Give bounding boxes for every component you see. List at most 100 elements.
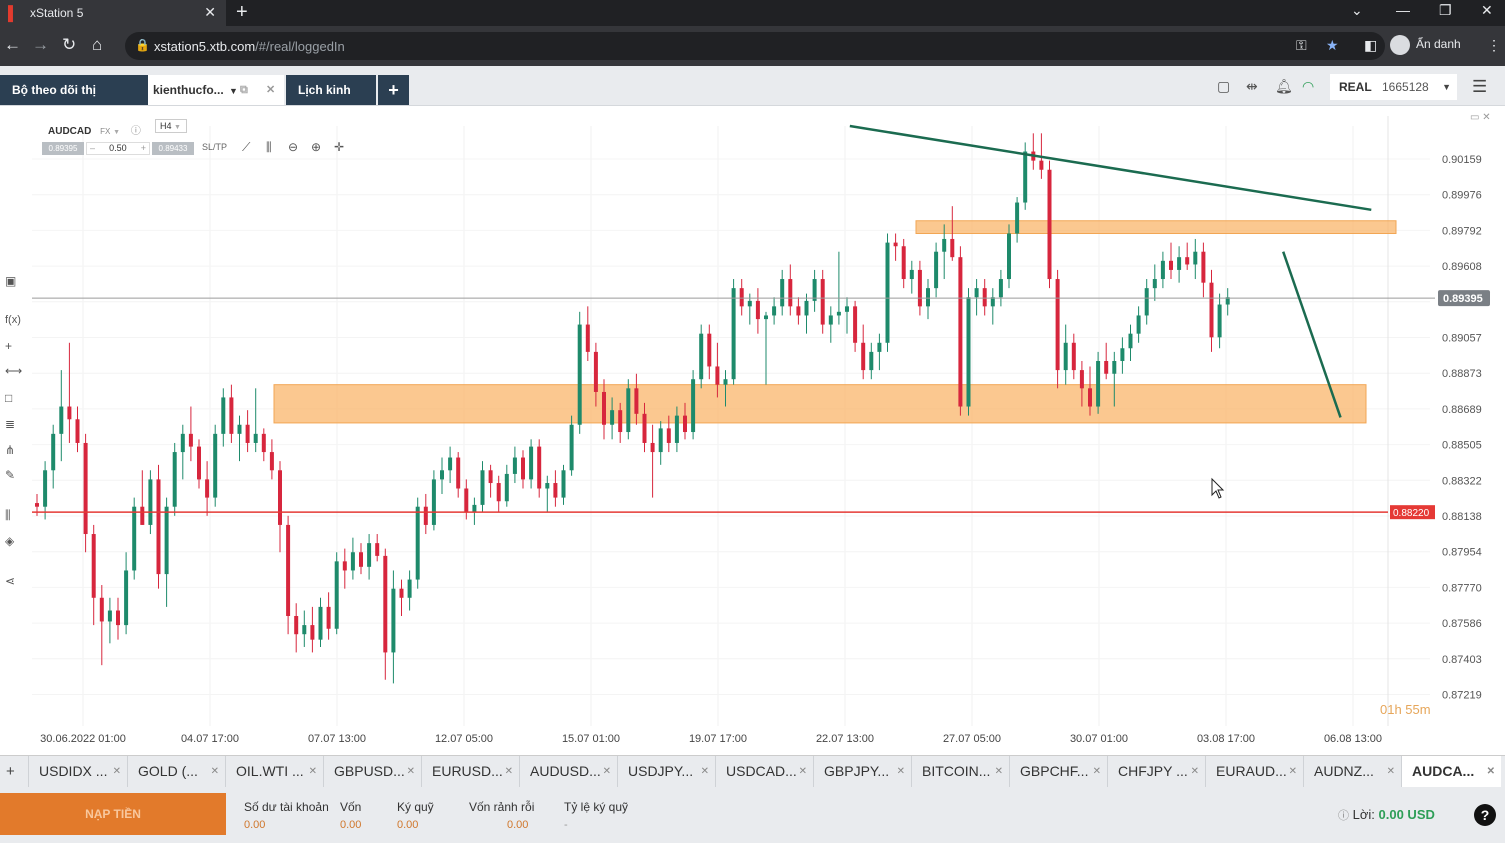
market-sentiment-icon[interactable]: ⇹ (1246, 78, 1258, 94)
instrument-tab[interactable]: AUDCA... ✕ (1401, 756, 1501, 788)
instrument-tab[interactable]: GBPJPY... ✕ (813, 756, 911, 788)
account-selector[interactable]: REAL 1665128 ▼ (1330, 74, 1457, 100)
restore-icon[interactable]: ❐ (1439, 2, 1452, 18)
layout-icon[interactable]: ▢ (1217, 78, 1231, 94)
chart-settings-icon[interactable]: ▣ (5, 274, 17, 288)
instrument-tab[interactable]: AUDNZ... ✕ (1303, 756, 1401, 788)
margin-level-label: Tỷ lệ ký quỹ (564, 800, 629, 814)
chevron-down-icon[interactable]: ▼ (229, 86, 238, 96)
close-icon[interactable]: ✕ (1288, 766, 1297, 777)
instrument-tab[interactable]: USDJPY... ✕ (617, 756, 715, 788)
share-icon[interactable]: ⋖ (5, 574, 16, 588)
pitchfork-icon[interactable]: ⋔ (5, 443, 16, 457)
side-panel-icon[interactable]: ◧ (1364, 37, 1378, 53)
bell-icon[interactable]: 🔔︎ (1275, 78, 1293, 94)
tab-chart[interactable]: kienthucfo... ▼ ⧉ ✕ (148, 75, 284, 105)
browser-menu-icon[interactable]: ⋮ (1487, 37, 1501, 53)
home-icon[interactable]: ⌂ (92, 35, 103, 54)
chart-window-controls[interactable]: ▭ ✕ (1470, 112, 1491, 123)
close-icon[interactable]: ✕ (700, 766, 709, 777)
buy-button[interactable]: 0.89433 (152, 142, 194, 155)
close-icon[interactable]: ✕ (1092, 766, 1101, 777)
browser-tab[interactable]: ▌ xStation 5 ✕ (0, 0, 226, 26)
close-icon[interactable]: ✕ (112, 766, 121, 777)
tab-search-icon[interactable]: ⌄ (1351, 2, 1363, 18)
rectangle-tool-icon[interactable]: □ (5, 391, 13, 405)
close-icon[interactable]: ✕ (1190, 766, 1199, 777)
reload-icon[interactable]: ↻ (62, 35, 77, 54)
instrument-tab[interactable]: GBPCHF... ✕ (1009, 756, 1107, 788)
instrument-tab[interactable]: BITCOIN... ✕ (911, 756, 1009, 788)
candlestick-icon[interactable]: ⫼ (266, 140, 272, 154)
add-tab-button[interactable]: + (378, 75, 409, 105)
key-icon[interactable]: ⚿ (1296, 37, 1307, 53)
projected-down-move[interactable] (1282, 251, 1342, 418)
descending-resistance[interactable] (849, 124, 1372, 212)
price-chart[interactable]: 0.901590.899760.897920.896080.892400.890… (0, 106, 1505, 755)
minus-icon[interactable]: – (90, 143, 96, 153)
main-menu-icon[interactable]: ☰ (1472, 77, 1488, 96)
back-icon[interactable]: ← (4, 35, 21, 54)
close-window-icon[interactable]: ✕ (1481, 2, 1493, 18)
close-icon[interactable]: ✕ (210, 766, 219, 777)
help-button[interactable]: ? (1474, 804, 1496, 826)
info-icon[interactable]: ⓘ (1338, 810, 1349, 822)
popout-icon[interactable]: ⧉ (240, 84, 248, 96)
instrument-tab[interactable]: GOLD (... ✕ (127, 756, 225, 788)
crosshair-icon[interactable]: + (5, 339, 13, 353)
line-chart-icon[interactable]: ⟋ (242, 140, 251, 154)
line-tool-icon[interactable]: ⟷ (5, 364, 23, 378)
close-icon[interactable]: ✕ (308, 766, 317, 777)
candle-type-icon[interactable]: ⫼ (5, 508, 11, 522)
address-bar[interactable]: 🔒 xstation5.xtb.com/#/real/loggedIn (125, 32, 1385, 60)
instrument-tab[interactable]: USDIDX ... ✕ (28, 756, 127, 788)
minimize-icon[interactable]: — (1396, 2, 1410, 18)
plus-icon[interactable]: + (140, 143, 146, 153)
candle-body (43, 470, 48, 507)
close-icon[interactable]: ✕ (994, 766, 1003, 777)
balance-label: Số dư tài khoản (244, 800, 329, 814)
new-tab-icon[interactable]: + (236, 1, 248, 23)
instrument-tab[interactable]: GBPUSD... ✕ (323, 756, 421, 788)
tab-economic-calendar[interactable]: Lịch kinh tế (286, 75, 376, 127)
instrument-tab[interactable]: EURUSD... ✕ (421, 756, 519, 788)
volume-input[interactable]: – 0.50 + (86, 142, 150, 155)
sltp-toggle[interactable]: SL/TP (202, 142, 228, 152)
forward-icon[interactable]: → (32, 35, 49, 54)
deposit-button[interactable]: NẠP TIỀN (0, 793, 226, 835)
candle-body (861, 342, 866, 371)
sell-button[interactable]: 0.89395 (42, 142, 84, 155)
crosshair-icon[interactable]: ✛ (334, 140, 345, 154)
instrument-tab[interactable]: AUDUSD... ✕ (519, 756, 617, 788)
info-icon[interactable]: ⓘ (130, 126, 141, 137)
instrument-tab[interactable]: CHFJPY ... ✕ (1107, 756, 1205, 788)
margin-label: Ký quỹ (397, 800, 434, 814)
close-icon[interactable]: ✕ (504, 766, 513, 777)
tab-market-watch[interactable]: Bộ theo dõi thị trường (0, 75, 148, 127)
close-icon[interactable]: ✕ (406, 766, 415, 777)
incognito-profile[interactable]: Ẩn danh (1390, 35, 1461, 55)
instrument-tab[interactable]: EURAUD... ✕ (1205, 756, 1303, 788)
zoom-out-icon[interactable]: ⊖ (288, 140, 299, 154)
chart-panel[interactable]: 0.901590.899760.897920.896080.892400.890… (0, 106, 1505, 755)
indicator-icon[interactable]: f(x) (5, 314, 21, 326)
fibonacci-icon[interactable]: ≣ (5, 417, 16, 431)
support-zone[interactable] (273, 384, 1367, 424)
pencil-icon[interactable]: ✎ (5, 468, 16, 482)
resistance-zone[interactable] (915, 220, 1397, 234)
close-icon[interactable]: ✕ (896, 766, 905, 777)
close-icon[interactable]: ✕ (602, 766, 611, 777)
zoom-in-icon[interactable]: ⊕ (311, 140, 322, 154)
chevron-down-icon[interactable]: ▼ (113, 129, 121, 136)
close-icon[interactable]: ✕ (1386, 766, 1395, 777)
bookmark-star-icon[interactable]: ★ (1326, 37, 1339, 53)
instrument-tab[interactable]: OIL.WTI ... ✕ (225, 756, 323, 788)
instrument-tab[interactable]: USDCAD... ✕ (715, 756, 813, 788)
close-tab-icon[interactable]: ✕ (266, 84, 276, 96)
layers-icon[interactable]: ◈ (5, 534, 15, 548)
close-icon[interactable]: ✕ (1486, 766, 1495, 777)
close-icon[interactable]: ✕ (798, 766, 807, 777)
timeframe-selector[interactable]: H4 ▼ (155, 119, 187, 133)
close-tab-icon[interactable]: ✕ (204, 4, 216, 20)
add-instrument-icon[interactable]: + (6, 763, 15, 780)
